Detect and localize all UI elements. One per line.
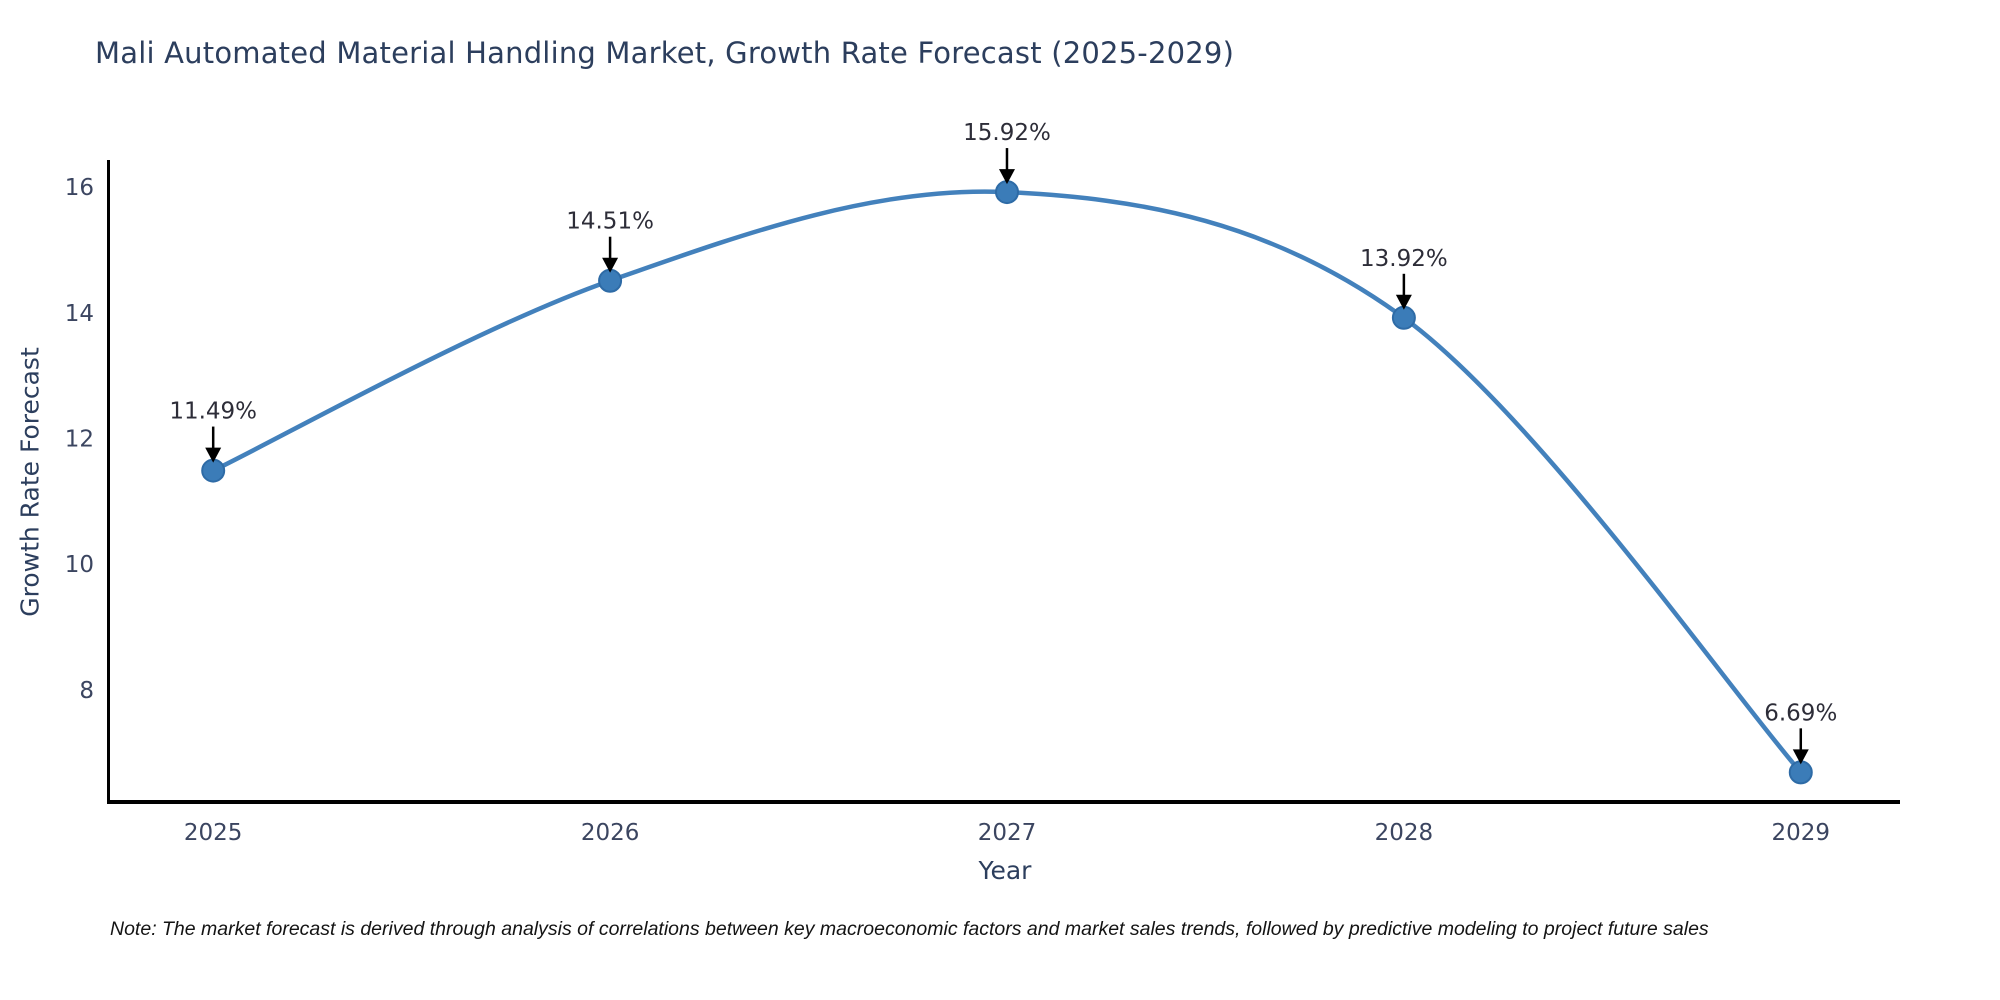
data-point-marker	[201, 458, 226, 483]
forecast-line	[210, 189, 1804, 775]
x-tick-label: 2029	[1772, 820, 1831, 846]
data-point-marker	[1391, 305, 1416, 330]
y-tick-label: 8	[79, 678, 94, 704]
data-point-marker	[598, 268, 623, 293]
data-point-marker	[994, 180, 1019, 205]
x-axis-spine	[107, 800, 1900, 804]
annotation-arrowhead-icon	[205, 447, 222, 463]
y-tick-label: 10	[65, 552, 94, 578]
annotation-arrowhead-icon	[1395, 294, 1412, 310]
data-point-marker	[1788, 760, 1813, 785]
y-tick-label: 16	[65, 175, 94, 201]
chart-note: Note: The market forecast is derived thr…	[110, 918, 1709, 940]
y-axis-spine	[107, 160, 110, 804]
y-axis-title: Growth Rate Forecast	[15, 347, 45, 617]
y-tick-label: 12	[65, 427, 94, 453]
data-point-label: 15.92%	[963, 120, 1051, 146]
annotation-arrowhead-icon	[998, 169, 1015, 185]
x-tick-label: 2026	[581, 820, 640, 846]
x-tick-label: 2027	[978, 820, 1037, 846]
data-point-label: 6.69%	[1764, 700, 1837, 726]
data-point-label: 14.51%	[566, 209, 654, 235]
annotation-arrowhead-icon	[602, 257, 619, 273]
chart-title: Mali Automated Material Handling Market,…	[95, 36, 1235, 70]
annotation-arrowhead-icon	[1792, 749, 1809, 765]
x-tick-label: 2025	[184, 820, 243, 846]
y-tick-label: 14	[65, 301, 94, 327]
data-point-label: 13.92%	[1360, 246, 1448, 272]
x-axis-title: Year	[978, 856, 1032, 885]
x-tick-label: 2028	[1375, 820, 1434, 846]
data-point-label: 11.49%	[169, 399, 257, 425]
